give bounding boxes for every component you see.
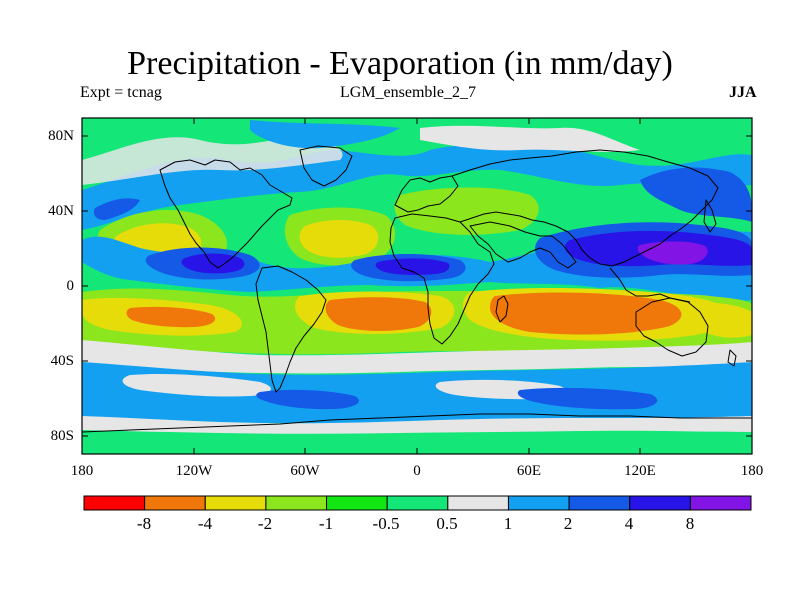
colorbar-label: -1 [318,514,334,533]
field-itcz-deep-america [181,253,245,274]
axis-ticks [82,118,752,454]
field-australia-yellow [687,302,752,338]
field-southern-ocean-gray-2 [122,373,271,397]
lon-label-120w: 120W [175,463,213,479]
lon-label-120e: 120E [624,463,656,479]
lon-label-0: 0 [413,463,421,479]
lon-label-60e: 60E [516,463,542,479]
colorbar-box [83,495,146,511]
coast-south-america [255,265,327,393]
experiment-label: Expt = tcnag [80,84,162,101]
field-indian-orange [490,292,682,335]
lat-label-eq: 0 [66,278,75,294]
colorbar-box [326,495,388,511]
field-south-pacific-blue [256,389,359,410]
field-antarctic-gray [82,416,752,434]
lon-label-180e: 180 [740,463,764,479]
colorbar-box [568,495,631,511]
coast-arabia-india [469,221,577,269]
field-south-indian-blue [517,387,658,410]
colorbar-label: 0.5 [436,514,458,533]
colorbar-box [144,495,206,511]
colorbar-label: 4 [624,514,634,533]
field-nh-gray-strip [82,135,343,185]
colorbar-label: -0.5 [372,514,400,533]
colorbar [83,495,752,511]
lat-label-80n: 80N [48,128,74,144]
colorbar-label: 1 [503,514,513,533]
coast-new-zealand [727,349,737,367]
colorbar-label: 8 [685,514,695,533]
field-arctic-gray [420,125,640,152]
field-itcz-deep-atlantic [375,258,450,275]
colorbar-label: -8 [136,514,152,533]
colorbar-box [447,495,509,511]
ensemble-label: LGM_ensemble_2_7 [340,84,476,101]
lat-label-80s: 80S [50,428,74,444]
colorbar-box [204,495,267,511]
coast-japan [703,199,717,233]
field-arctic-light-blue [250,120,400,149]
colorbar-box [265,495,328,511]
colorbar-label: 2 [563,514,573,533]
plot-title: Precipitation - Evaporation (in mm/day) [127,45,673,82]
coast-africa [389,213,495,345]
field-southern-ocean-gray [82,340,752,374]
field-south-atlantic-orange [325,297,432,331]
coast-antarctica [81,413,752,433]
coast-north-america [159,159,293,269]
field-north-pacific-blue [640,167,752,222]
coast-eurasia [451,149,719,267]
pme-field [82,118,752,454]
field-africa-asia-dry [394,187,539,235]
lat-label-40s: 40S [50,353,74,369]
field-atlantic-blue [93,198,140,220]
field-monsoon-purple [637,241,708,265]
field-south-pacific-orange [126,306,216,328]
lon-label-60w: 60W [290,463,320,479]
colorbar-box [507,495,570,511]
coast-australia [635,297,709,357]
season-label: JJA [729,84,757,101]
coast-europe [394,175,459,213]
coast-greenland [299,145,353,187]
colorbar-label: -4 [197,514,213,533]
lat-label-40n: 40N [48,203,74,219]
colorbar-box [386,495,449,511]
colorbar-box [629,495,691,511]
coastlines [81,145,752,433]
field-north-atlantic-yellow [299,220,379,258]
coast-madagascar [495,295,509,323]
colorbar-label: -2 [257,514,273,533]
lon-label-180w: 180 [70,463,94,479]
colorbar-box [689,495,752,511]
